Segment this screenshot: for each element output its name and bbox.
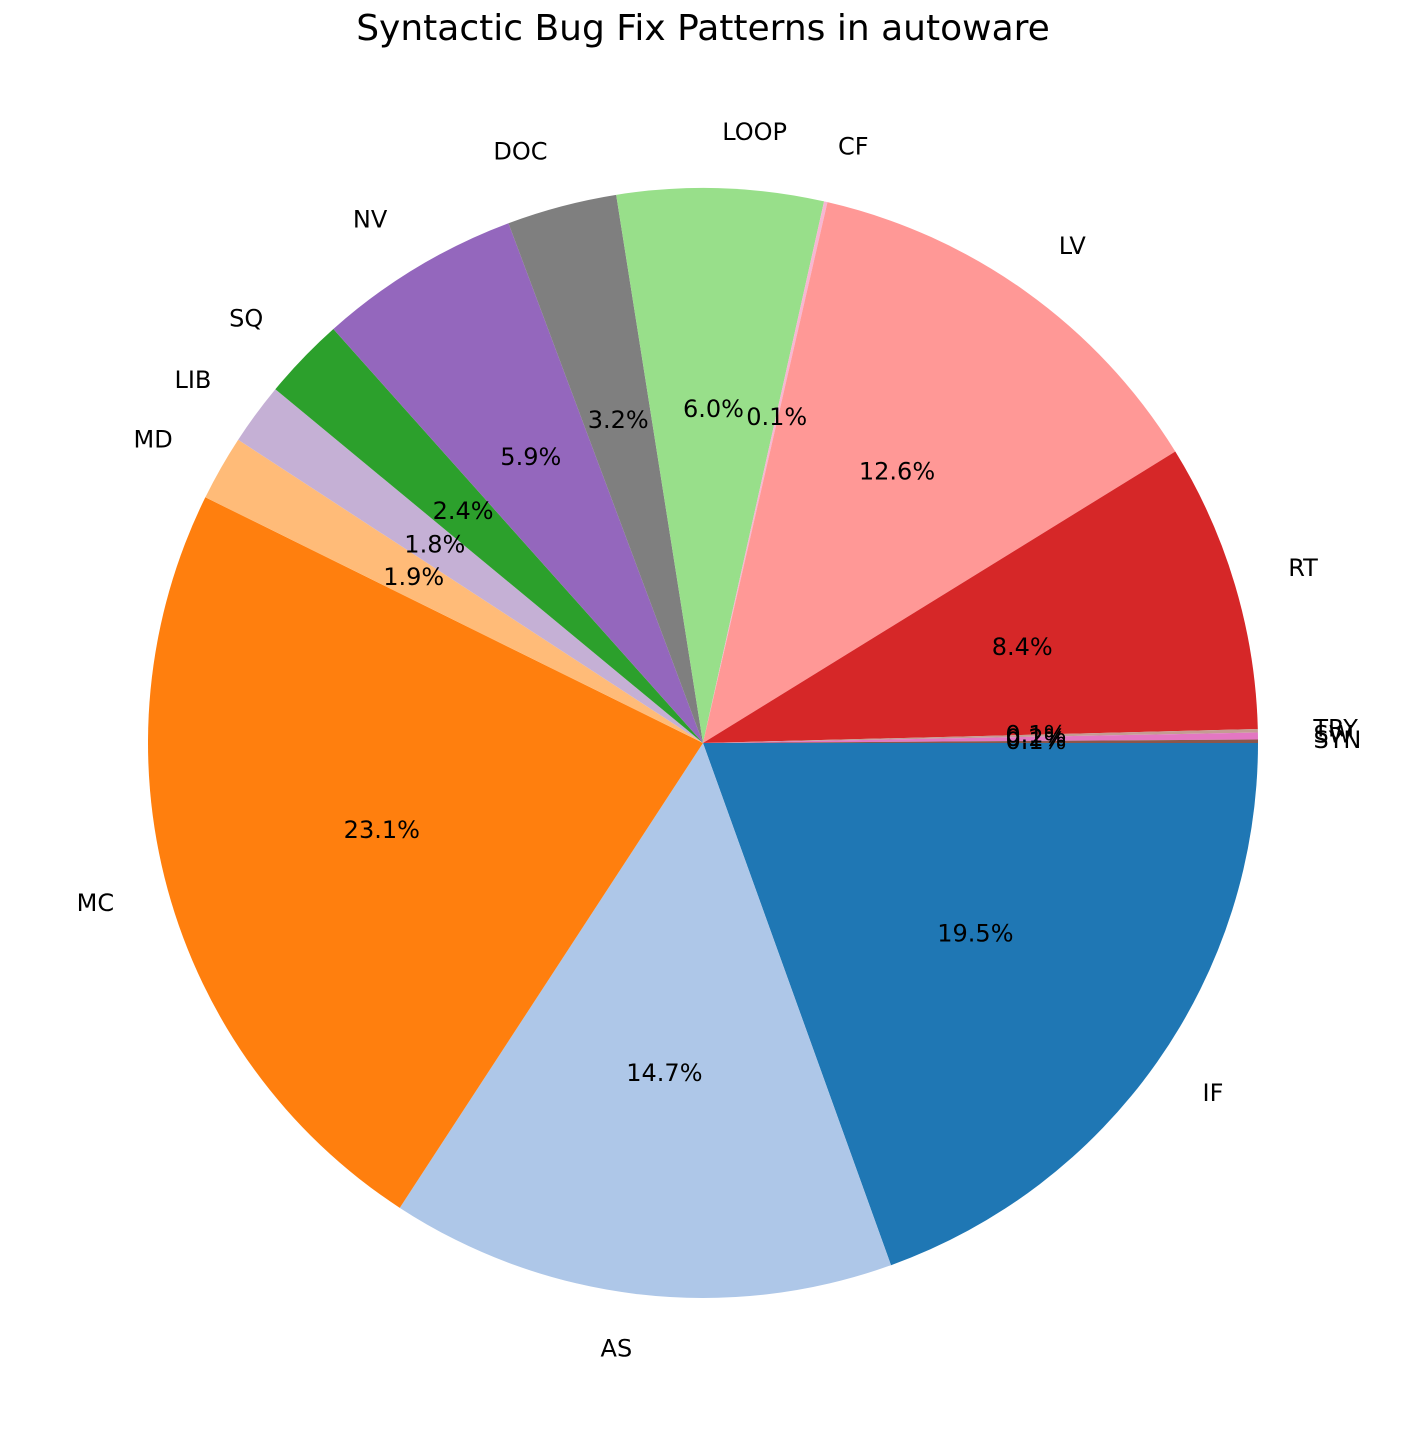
slice-percent-sq: 2.4% — [433, 497, 494, 525]
slice-percent-labels: 19.5%14.7%23.1%1.9%1.8%2.4%5.9%3.2% 6.0% 0… — [344, 395, 1067, 1087]
pie-slice-lv — [703, 202, 1176, 743]
slice-label-rt: RT — [1288, 554, 1318, 582]
pie-slice-nv — [333, 223, 703, 743]
slice-label-loop: LOOP — [722, 118, 787, 146]
slice-percent-nv: 5.9% — [500, 443, 561, 471]
pie-slice-as — [399, 743, 891, 1299]
slice-percent-mc: 23.1% — [344, 816, 420, 844]
slice-percent-rt: 8.4% — [992, 633, 1053, 661]
slice-label-md: MD — [134, 426, 173, 454]
slice-percent-if: 19.5% — [937, 920, 1013, 948]
slice-label-lib: LIB — [174, 366, 211, 394]
slice-label-try: TRY — [1312, 715, 1358, 743]
slice-percent-md: 1.9% — [383, 563, 444, 591]
pie-slice-mc — [147, 497, 703, 1208]
slice-percent-lv: 12.6% — [859, 457, 935, 485]
slice-label-sq: SQ — [229, 305, 263, 333]
slice-percent-loop: 6.0% — [683, 395, 744, 423]
slice-percent-syn: 0.1% — [1006, 727, 1067, 755]
pie-slice-sw — [703, 732, 1258, 743]
pie-slice-doc — [508, 194, 703, 743]
slice-percent-doc: 3.2% — [588, 406, 649, 434]
slice-percent-try: 0.1% — [1005, 721, 1066, 749]
slice-percent-sw: 0.2% — [1006, 724, 1067, 752]
slice-label-if: IF — [1203, 1079, 1224, 1107]
slice-label-mc: MC — [77, 889, 114, 917]
pie-slice-md — [205, 439, 704, 743]
slice-label-as: AS — [601, 1334, 633, 1362]
slice-percent-as: 14.7% — [626, 1059, 702, 1087]
slice-label-sw: SW — [1314, 720, 1353, 748]
slice-percent-lib: 1.8% — [404, 531, 465, 559]
chart-title: Syntactic Bug Fix Patterns in autoware — [356, 8, 1050, 49]
slice-percent-cf: 0.1% — [746, 403, 807, 431]
pie-slice-try — [703, 729, 1258, 743]
slice-label-syn: SYN — [1314, 726, 1362, 754]
pie-slice-loop — [616, 187, 825, 744]
slice-label-lv: LV — [1059, 232, 1087, 260]
pie-slice-syn — [703, 739, 1259, 743]
slice-label-nv: NV — [353, 206, 388, 234]
pie-slices — [147, 187, 1259, 1299]
pie-slice-rt — [703, 451, 1258, 743]
pie-slice-if — [703, 743, 1258, 1266]
pie-slice-cf — [703, 201, 828, 743]
slice-label-doc: DOC — [493, 138, 547, 166]
pie-slice-sq — [275, 329, 703, 743]
slice-label-cf: CF — [838, 133, 869, 161]
pie-slice-lib — [238, 389, 704, 743]
